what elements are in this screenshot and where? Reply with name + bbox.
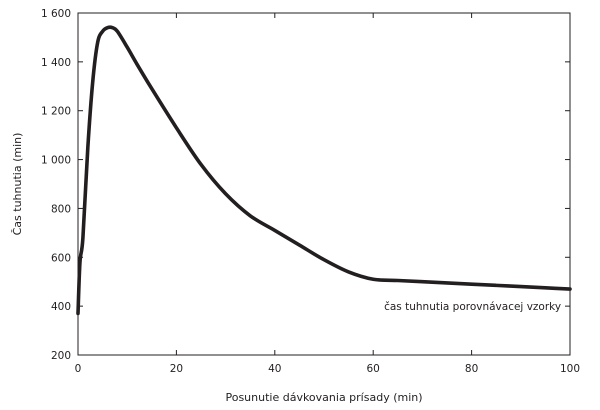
y-axis: 200 400 600 800 1 000 1 200 1 400 1 600 [41,8,570,362]
x-tick-label: 0 [75,363,82,375]
x-tick-label: 20 [170,363,183,375]
y-tick-label: 1 000 [41,155,71,167]
x-axis: 0 20 40 60 80 100 [75,13,580,375]
x-tick-label: 80 [465,363,478,375]
y-tick-label: 600 [51,252,71,264]
y-tick-label: 1 600 [41,8,71,20]
y-tick-label: 400 [51,301,71,313]
y-tick-label: 200 [51,350,71,362]
x-axis-title: Posunutie dávkovania prísady (min) [225,391,422,404]
y-tick-label: 1 200 [41,106,71,118]
x-tick-label: 100 [560,363,580,375]
plot-frame [77,12,571,356]
y-tick-label: 800 [51,203,71,215]
y-tick-label: 1 400 [41,57,71,69]
reference-sample-annotation: čas tuhnutia porovnávacej vzorky [384,301,561,313]
x-tick-label: 60 [367,363,380,375]
y-axis-title: Čas tuhnutia (min) [11,133,24,236]
x-tick-label: 40 [268,363,281,375]
setting-time-curve [76,25,572,316]
